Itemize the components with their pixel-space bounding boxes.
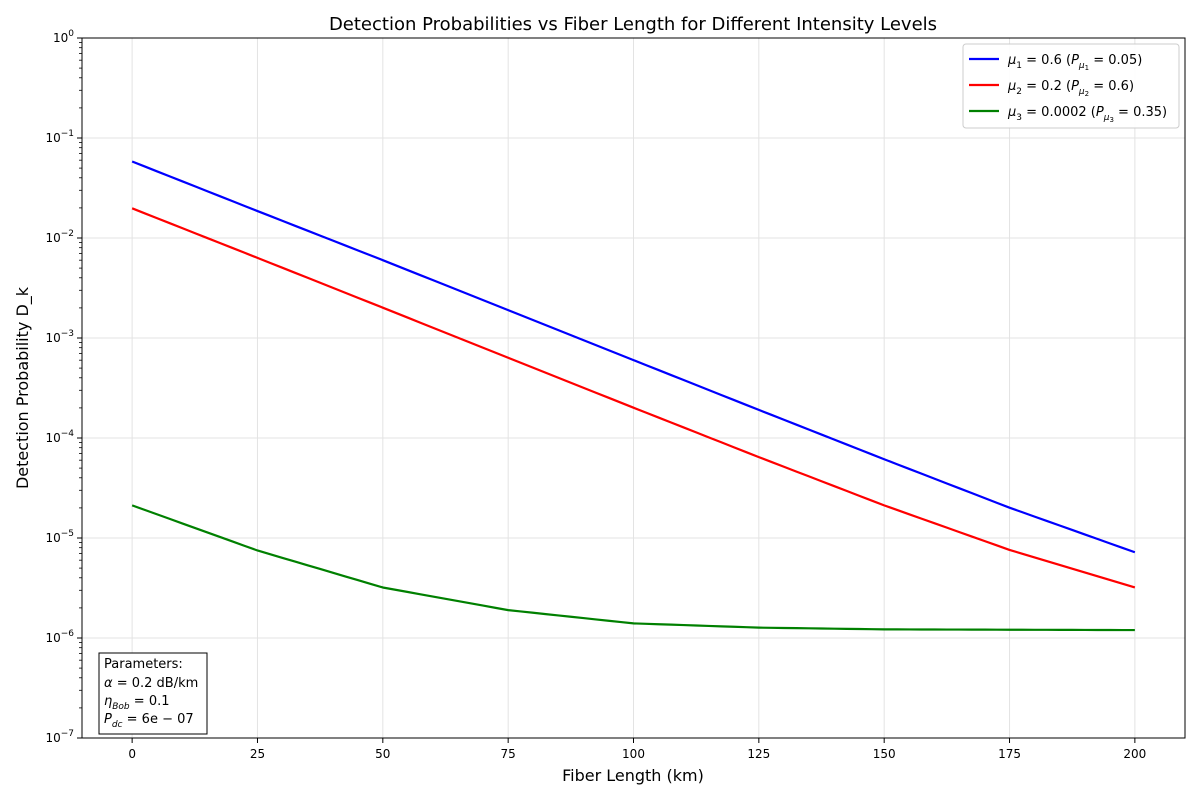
x-axis-label: Fiber Length (km)	[562, 766, 704, 785]
y-tick-label: 10−1	[45, 129, 74, 145]
y-tick-label: 100	[53, 29, 74, 45]
x-tick-label: 75	[501, 747, 516, 761]
y-tick-label: 10−2	[45, 229, 74, 245]
legend-label-3: μ3 = 0.0002 (Pμ3 = 0.35)	[1007, 105, 1167, 124]
series-line-3	[131, 504, 1135, 632]
legend-label-1: μ1 = 0.6 (Pμ1 = 0.05)	[1007, 53, 1142, 72]
y-tick-label: 10−6	[45, 629, 74, 645]
x-tick-label: 175	[998, 747, 1021, 761]
y-tick-label: 10−5	[45, 529, 74, 545]
parameters-heading: Parameters:	[104, 657, 183, 672]
x-tick-label: 25	[250, 747, 265, 761]
series-line-1	[131, 160, 1136, 554]
parameter-line-2: ηBob = 0.1	[104, 694, 170, 712]
series-lines	[131, 160, 1136, 632]
x-tick-label: 150	[873, 747, 896, 761]
parameter-line-3: Pdc = 6e − 07	[104, 712, 194, 730]
legend-label-2: μ2 = 0.2 (Pμ2 = 0.6)	[1007, 79, 1134, 98]
x-tick-label: 100	[622, 747, 645, 761]
x-tick-label: 125	[747, 747, 770, 761]
chart-title: Detection Probabilities vs Fiber Length …	[329, 14, 937, 35]
x-tick-label: 200	[1123, 747, 1146, 761]
parameter-line-1: α = 0.2 dB/km	[104, 676, 198, 691]
y-axis-ticks: 10−7 10−6 10−5 10−4 10−3 10−2 10−1 100	[45, 29, 82, 745]
legend: μ1 = 0.6 (Pμ1 = 0.05) μ2 = 0.2 (Pμ2 = 0.6…	[962, 43, 1180, 129]
x-axis-ticks: 0 25 50 75 100 125 150 175 200	[128, 738, 1146, 761]
parameters-box	[98, 652, 208, 735]
legend-box	[962, 43, 1180, 129]
x-tick-label: 0	[128, 747, 136, 761]
x-tick-label: 50	[375, 747, 390, 761]
y-tick-label: 10−7	[45, 729, 74, 745]
y-tick-label: 10−4	[45, 429, 74, 445]
series-line-2	[131, 207, 1136, 589]
y-axis-label: Detection Probability D_k	[13, 286, 33, 489]
y-tick-label: 10−3	[45, 329, 74, 345]
